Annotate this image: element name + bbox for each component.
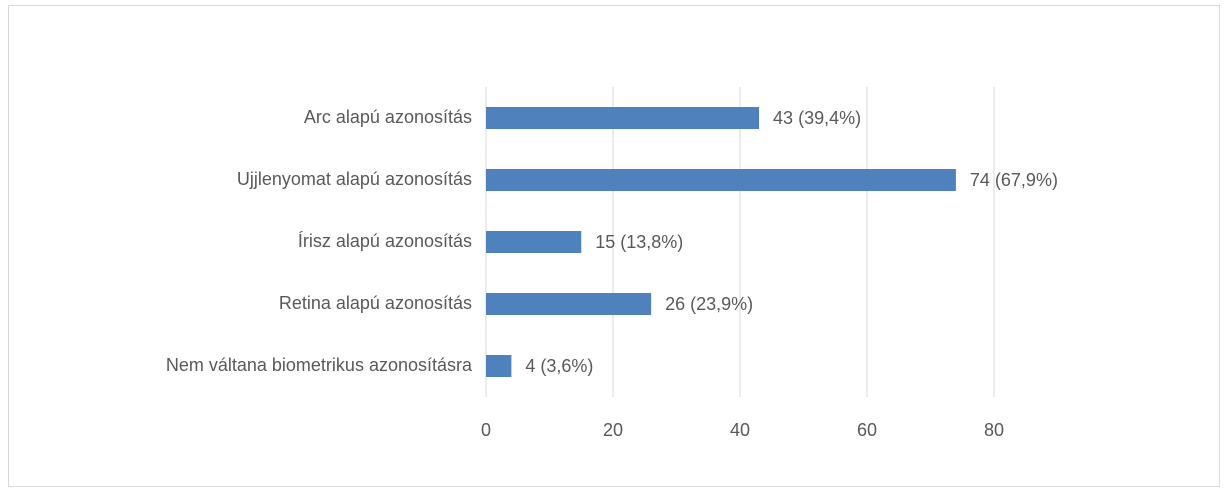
data-label: 15 (13,8%) [595, 232, 683, 252]
bar [486, 107, 760, 129]
data-label: 74 (67,9%) [970, 170, 1058, 190]
y-tick-label: Nem váltana biometrikus azonosításra [166, 355, 473, 375]
data-label: 4 (3,6%) [525, 356, 593, 376]
bar [486, 231, 582, 253]
x-tick-label: 0 [481, 420, 491, 440]
y-tick-label: Arc alapú azonosítás [304, 107, 472, 127]
x-tick-label: 40 [730, 420, 750, 440]
bar [486, 293, 652, 315]
y-tick-label: Írisz alapú azonosítás [298, 231, 472, 251]
y-tick-label: Ujjlenyomat alapú azonosítás [237, 169, 472, 189]
data-label: 26 (23,9%) [665, 294, 753, 314]
x-tick-label: 80 [984, 420, 1004, 440]
x-tick-label: 60 [857, 420, 877, 440]
data-label: 43 (39,4%) [773, 108, 861, 128]
bar [486, 169, 956, 191]
x-tick-label: 20 [603, 420, 623, 440]
bar [486, 355, 512, 377]
chart-frame [8, 5, 1220, 487]
y-tick-label: Retina alapú azonosítás [279, 293, 472, 313]
